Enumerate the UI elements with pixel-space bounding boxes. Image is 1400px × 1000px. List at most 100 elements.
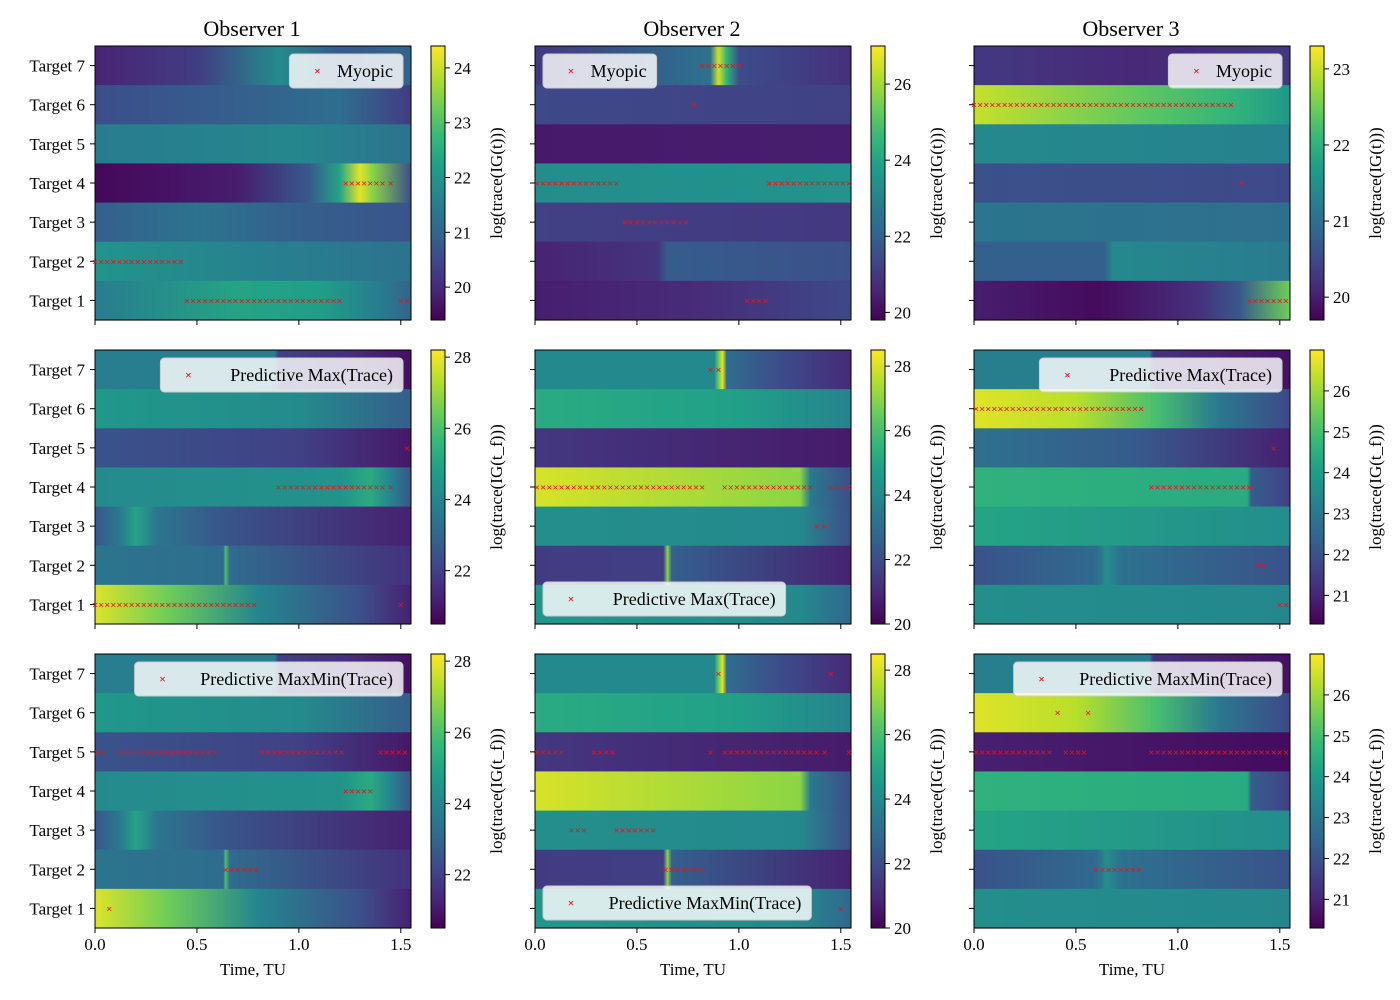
marker-target-4: × xyxy=(379,178,385,190)
marker-target-6: × xyxy=(1160,100,1166,112)
legend-label: Myopic xyxy=(337,61,393,81)
marker-target-1: × xyxy=(184,599,190,611)
panel-r1-c3: × × × × × × × × × × × × × × × × × × × × × × × × × × × × × × × × × × × × × × × ×… xyxy=(969,45,1385,325)
heat-band-target-3 xyxy=(535,810,851,851)
colorbar-tick-label: 22 xyxy=(1333,545,1350,564)
marker-target-5: × xyxy=(402,747,408,759)
marker-target-6: × xyxy=(1222,100,1228,112)
marker-target-6: × xyxy=(1120,404,1126,416)
colorbar-tick-label: 20 xyxy=(894,919,911,938)
marker-target-1: × xyxy=(398,599,404,611)
y-tick-label-target-1: Target 1 xyxy=(29,595,85,614)
legend: × Myopic xyxy=(542,53,658,89)
legend-marker-icon: × xyxy=(314,64,321,78)
panels-layer: Target 7 Target 6 Target 5 Target 4 Target 3… xyxy=(29,45,1385,979)
heat-band-target-1 xyxy=(974,280,1290,321)
panel-r2-c2: × ×× × × × × × × × × × × × × × × × × × × × × × × × × × × × × × × × × × × × × ×… xyxy=(530,349,946,634)
x-tick-label: 1.5 xyxy=(830,935,851,954)
marker-target-4: × xyxy=(746,482,752,494)
marker-target-1: × xyxy=(300,295,306,307)
marker-target-4: × xyxy=(766,178,772,190)
marker-target-6: × xyxy=(1191,100,1197,112)
marker-target-1: × xyxy=(1277,295,1283,307)
heat-band-target-4 xyxy=(974,467,1290,508)
y-tick-label-target-1: Target 1 xyxy=(29,291,85,310)
marker-target-6: × xyxy=(979,404,985,416)
marker-target-1: × xyxy=(239,599,245,611)
marker-target-6: × xyxy=(1010,404,1016,416)
colorbar xyxy=(1309,45,1325,321)
marker-target-2: × xyxy=(141,256,147,268)
marker-target-5: × xyxy=(271,747,277,759)
marker-target-4: × xyxy=(632,482,638,494)
colorbar-label: log(trace(IG(t_f))) xyxy=(1366,728,1385,854)
colorbar-label: log(trace(IG(t_f))) xyxy=(1366,424,1385,550)
marker-target-4: × xyxy=(564,178,570,190)
x-tick-label: 1.0 xyxy=(728,935,749,954)
marker-target-6: × xyxy=(989,100,995,112)
marker-target-5: × xyxy=(991,747,997,759)
heat-band-target-2 xyxy=(535,545,851,586)
marker-target-5: × xyxy=(1191,747,1197,759)
legend: × Myopic xyxy=(1167,53,1283,89)
marker-target-6: × xyxy=(1228,100,1234,112)
marker-target-4: × xyxy=(355,178,361,190)
marker-target-4: × xyxy=(534,178,540,190)
heat-band-target-1 xyxy=(974,888,1290,929)
marker-target-5: × xyxy=(721,747,727,759)
marker-target-2: × xyxy=(135,256,141,268)
marker-target-1: × xyxy=(337,295,343,307)
heat-band-target-5 xyxy=(974,428,1290,469)
marker-target-5: × xyxy=(157,747,163,759)
heat-band-target-5 xyxy=(974,124,1290,165)
marker-target-6: × xyxy=(1118,100,1124,112)
marker-target-1: × xyxy=(239,295,245,307)
marker-target-5: × xyxy=(1010,747,1016,759)
y-tick-label-target-2: Target 2 xyxy=(29,860,85,879)
marker-target-1: × xyxy=(214,599,220,611)
marker-target-1: × xyxy=(324,295,330,307)
marker-target-5: × xyxy=(1258,747,1264,759)
marker-target-1: × xyxy=(159,599,165,611)
marker-target-1: × xyxy=(196,295,202,307)
marker-target-4: × xyxy=(1197,482,1203,494)
marker-target-1: × xyxy=(165,599,171,611)
marker-target-2: × xyxy=(1254,560,1260,572)
marker-target-3: × xyxy=(644,825,650,837)
marker-target-4: × xyxy=(1238,178,1244,190)
heat-band-target-3 xyxy=(974,506,1290,547)
marker-target-2: × xyxy=(159,256,165,268)
marker-target-2: × xyxy=(104,256,110,268)
marker-target-1: × xyxy=(202,295,208,307)
marker-target-4: × xyxy=(349,178,355,190)
panel-r1-c1: Target 7 Target 6 Target 5 Target 4 Target 3… xyxy=(29,45,506,325)
column-title-observer-1: Observer 1 xyxy=(203,16,300,41)
heat-band-target-1 xyxy=(95,280,411,321)
marker-target-4: × xyxy=(589,178,595,190)
marker-target-6: × xyxy=(1197,100,1203,112)
marker-target-4: × xyxy=(801,482,807,494)
marker-target-1: × xyxy=(1246,295,1252,307)
marker-target-2: × xyxy=(1105,864,1111,876)
marker-target-2: × xyxy=(1112,864,1118,876)
marker-target-4: × xyxy=(834,482,840,494)
marker-target-3: × xyxy=(626,825,632,837)
marker-target-2: × xyxy=(1136,864,1142,876)
marker-target-6: × xyxy=(1001,100,1007,112)
marker-target-4: × xyxy=(650,482,656,494)
marker-target-6: × xyxy=(971,100,977,112)
marker-target-5: × xyxy=(1167,747,1173,759)
marker-target-4: × xyxy=(583,178,589,190)
marker-target-4: × xyxy=(620,482,626,494)
legend-marker-icon: × xyxy=(1193,64,1200,78)
x-tick-label: 0.5 xyxy=(186,935,207,954)
marker-target-6: × xyxy=(997,404,1003,416)
y-tick-label-target-4: Target 4 xyxy=(29,174,85,193)
marker-target-4: × xyxy=(355,786,361,798)
marker-target-5: × xyxy=(1185,747,1191,759)
marker-target-5: × xyxy=(114,747,120,759)
marker-target-5: × xyxy=(404,443,410,455)
heat-band-target-6 xyxy=(535,389,851,429)
marker-target-1: × xyxy=(263,295,269,307)
x-tick-label: 1.0 xyxy=(1167,935,1188,954)
